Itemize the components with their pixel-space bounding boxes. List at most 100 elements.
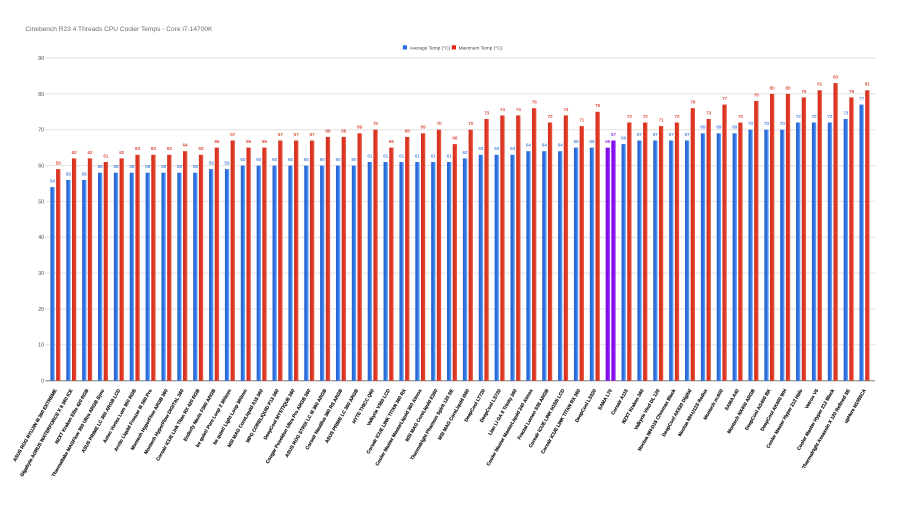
- svg-text:67: 67: [294, 132, 300, 137]
- svg-text:65: 65: [246, 139, 252, 144]
- svg-text:68: 68: [405, 128, 411, 133]
- svg-text:71: 71: [659, 118, 665, 123]
- svg-text:68: 68: [341, 128, 347, 133]
- svg-text:61: 61: [415, 153, 421, 158]
- svg-text:83: 83: [833, 75, 839, 80]
- svg-text:69: 69: [357, 125, 363, 130]
- svg-text:64: 64: [542, 143, 548, 148]
- svg-text:63: 63: [510, 146, 516, 151]
- svg-text:62: 62: [463, 150, 469, 155]
- svg-text:60: 60: [38, 164, 44, 170]
- svg-text:72: 72: [812, 114, 818, 119]
- svg-text:67: 67: [637, 132, 643, 137]
- svg-text:70: 70: [373, 121, 379, 126]
- svg-text:76: 76: [690, 100, 696, 105]
- svg-text:Cinebench R23 4 Threads CPU Co: Cinebench R23 4 Threads CPU Cooler Temps…: [25, 26, 213, 33]
- svg-text:60: 60: [320, 157, 326, 162]
- svg-text:63: 63: [478, 146, 484, 151]
- svg-text:10: 10: [38, 343, 44, 349]
- svg-text:0: 0: [41, 379, 44, 385]
- svg-text:66: 66: [452, 136, 458, 141]
- svg-text:78: 78: [754, 92, 760, 97]
- svg-text:80: 80: [770, 85, 776, 90]
- svg-text:72: 72: [827, 114, 833, 119]
- svg-text:73: 73: [706, 110, 712, 115]
- svg-text:61: 61: [383, 153, 389, 158]
- svg-text:61: 61: [399, 153, 405, 158]
- svg-text:63: 63: [151, 146, 157, 151]
- svg-text:61: 61: [367, 153, 373, 158]
- svg-text:65: 65: [574, 139, 580, 144]
- svg-text:30: 30: [38, 271, 44, 277]
- svg-text:77: 77: [722, 96, 728, 101]
- svg-text:58: 58: [177, 164, 183, 169]
- svg-text:81: 81: [865, 82, 871, 87]
- svg-text:74: 74: [563, 107, 569, 112]
- svg-text:63: 63: [199, 146, 205, 151]
- svg-text:69: 69: [421, 125, 427, 130]
- svg-text:64: 64: [183, 143, 189, 148]
- svg-text:60: 60: [304, 157, 310, 162]
- svg-text:60: 60: [256, 157, 262, 162]
- svg-text:75: 75: [595, 103, 601, 108]
- svg-text:64: 64: [558, 143, 564, 148]
- svg-text:80: 80: [38, 92, 44, 98]
- svg-text:74: 74: [516, 107, 522, 112]
- svg-text:59: 59: [209, 161, 215, 166]
- svg-text:56: 56: [66, 171, 72, 176]
- svg-text:90: 90: [38, 56, 44, 62]
- svg-text:70: 70: [764, 121, 770, 126]
- svg-text:65: 65: [605, 139, 611, 144]
- svg-text:70: 70: [748, 121, 754, 126]
- svg-text:61: 61: [103, 153, 109, 158]
- svg-text:58: 58: [114, 164, 120, 169]
- svg-text:Maximum Temp (°C): Maximum Temp (°C): [459, 46, 503, 52]
- svg-text:69: 69: [732, 125, 738, 130]
- svg-text:72: 72: [548, 114, 554, 119]
- svg-text:67: 67: [310, 132, 316, 137]
- svg-text:81: 81: [817, 82, 823, 87]
- svg-text:70: 70: [468, 121, 474, 126]
- svg-text:50: 50: [38, 199, 44, 205]
- svg-text:63: 63: [494, 146, 500, 151]
- svg-text:72: 72: [674, 114, 680, 119]
- svg-text:60: 60: [336, 157, 342, 162]
- svg-text:70: 70: [38, 128, 44, 134]
- svg-text:63: 63: [167, 146, 173, 151]
- svg-text:65: 65: [589, 139, 595, 144]
- svg-text:54: 54: [50, 179, 56, 184]
- svg-text:80: 80: [786, 85, 792, 90]
- svg-text:61: 61: [431, 153, 437, 158]
- svg-text:65: 65: [214, 139, 220, 144]
- svg-text:77: 77: [859, 96, 865, 101]
- svg-text:65: 65: [262, 139, 268, 144]
- svg-text:70: 70: [780, 121, 786, 126]
- svg-text:67: 67: [278, 132, 284, 137]
- svg-text:69: 69: [716, 125, 722, 130]
- svg-text:66: 66: [621, 136, 627, 141]
- svg-text:72: 72: [796, 114, 802, 119]
- svg-text:60: 60: [351, 157, 357, 162]
- svg-text:73: 73: [843, 110, 849, 115]
- svg-text:72: 72: [738, 114, 744, 119]
- svg-text:72: 72: [643, 114, 649, 119]
- svg-text:67: 67: [230, 132, 236, 137]
- svg-text:67: 67: [669, 132, 675, 137]
- svg-text:64: 64: [526, 143, 532, 148]
- svg-text:74: 74: [500, 107, 506, 112]
- svg-text:Average Temp (°C): Average Temp (°C): [410, 46, 451, 52]
- svg-text:62: 62: [72, 150, 78, 155]
- svg-text:67: 67: [685, 132, 691, 137]
- svg-text:58: 58: [193, 164, 199, 169]
- svg-text:58: 58: [161, 164, 167, 169]
- svg-text:58: 58: [145, 164, 151, 169]
- svg-text:40: 40: [38, 235, 44, 241]
- svg-text:60: 60: [272, 157, 278, 162]
- svg-text:70: 70: [437, 121, 443, 126]
- svg-text:76: 76: [532, 100, 538, 105]
- svg-text:59: 59: [56, 161, 62, 166]
- svg-text:79: 79: [849, 89, 855, 94]
- svg-text:59: 59: [225, 161, 231, 166]
- svg-text:56: 56: [82, 171, 88, 176]
- svg-text:58: 58: [129, 164, 135, 169]
